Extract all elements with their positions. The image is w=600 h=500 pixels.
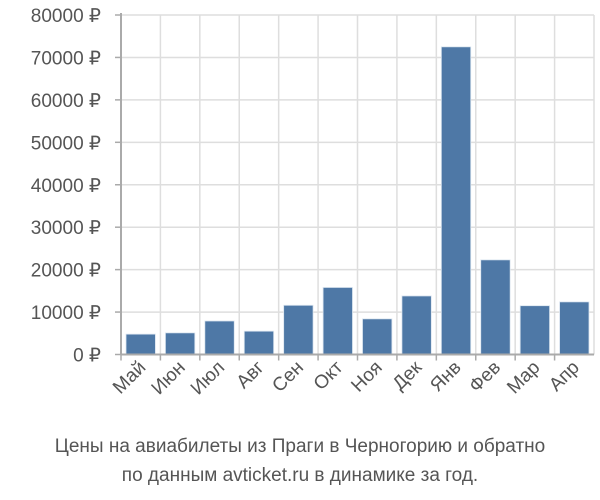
x-tick-label: Июн bbox=[148, 357, 190, 399]
bar-Май bbox=[125, 333, 156, 355]
x-tick-label: Июл bbox=[187, 357, 229, 399]
y-tick-label: 70000 ₽ bbox=[31, 48, 101, 69]
x-tick-label: Ноя bbox=[347, 357, 386, 396]
y-tick-label: 20000 ₽ bbox=[31, 261, 101, 282]
bar-Авг bbox=[243, 330, 275, 355]
x-tick-label: Авг bbox=[233, 357, 269, 393]
x-tick-label: Май bbox=[109, 357, 150, 398]
bar-Июн bbox=[165, 332, 196, 355]
caption-line-2: по данным avticket.ru в динамике за год. bbox=[121, 465, 479, 486]
bar-Янв bbox=[440, 46, 472, 355]
y-tick-label: 80000 ₽ bbox=[31, 6, 101, 27]
x-tick-label: Окт bbox=[310, 357, 348, 395]
bar-Окт bbox=[322, 287, 353, 355]
y-tick-label: 10000 ₽ bbox=[31, 303, 101, 324]
bar-chart: 0 ₽ 10000 ₽ 20000 ₽ 30000 ₽ 40000 ₽ 50000 ₽ 60… bbox=[31, 6, 595, 399]
y-tick-label: 60000 ₽ bbox=[31, 91, 101, 112]
x-tick-label: Фев bbox=[465, 357, 505, 397]
y-tick-label: 0 ₽ bbox=[73, 346, 101, 367]
x-tick-label: Янв bbox=[426, 357, 465, 396]
bar-Сен bbox=[283, 304, 314, 355]
bar-Мар bbox=[519, 305, 550, 355]
bar-Ноя bbox=[362, 318, 393, 355]
x-tick-label: Мар bbox=[503, 357, 544, 398]
y-tick-label: 30000 ₽ bbox=[31, 218, 101, 239]
x-tick-label: Апр bbox=[545, 357, 584, 396]
x-tick-label: Дек bbox=[389, 357, 427, 395]
x-tick-label: Сен bbox=[268, 357, 307, 396]
y-tick-label: 50000 ₽ bbox=[31, 133, 101, 154]
chart-caption: Цены на авиабилеты из Праги в Черногорию… bbox=[0, 432, 600, 490]
y-tick-label: 40000 ₽ bbox=[31, 176, 101, 197]
bar-Дек bbox=[401, 295, 432, 355]
bar-Июл bbox=[204, 320, 235, 355]
caption-line-1: Цены на авиабилеты из Праги в Черногорию… bbox=[54, 436, 546, 457]
bar-Фев bbox=[480, 259, 511, 355]
bar-Апр bbox=[559, 301, 590, 355]
